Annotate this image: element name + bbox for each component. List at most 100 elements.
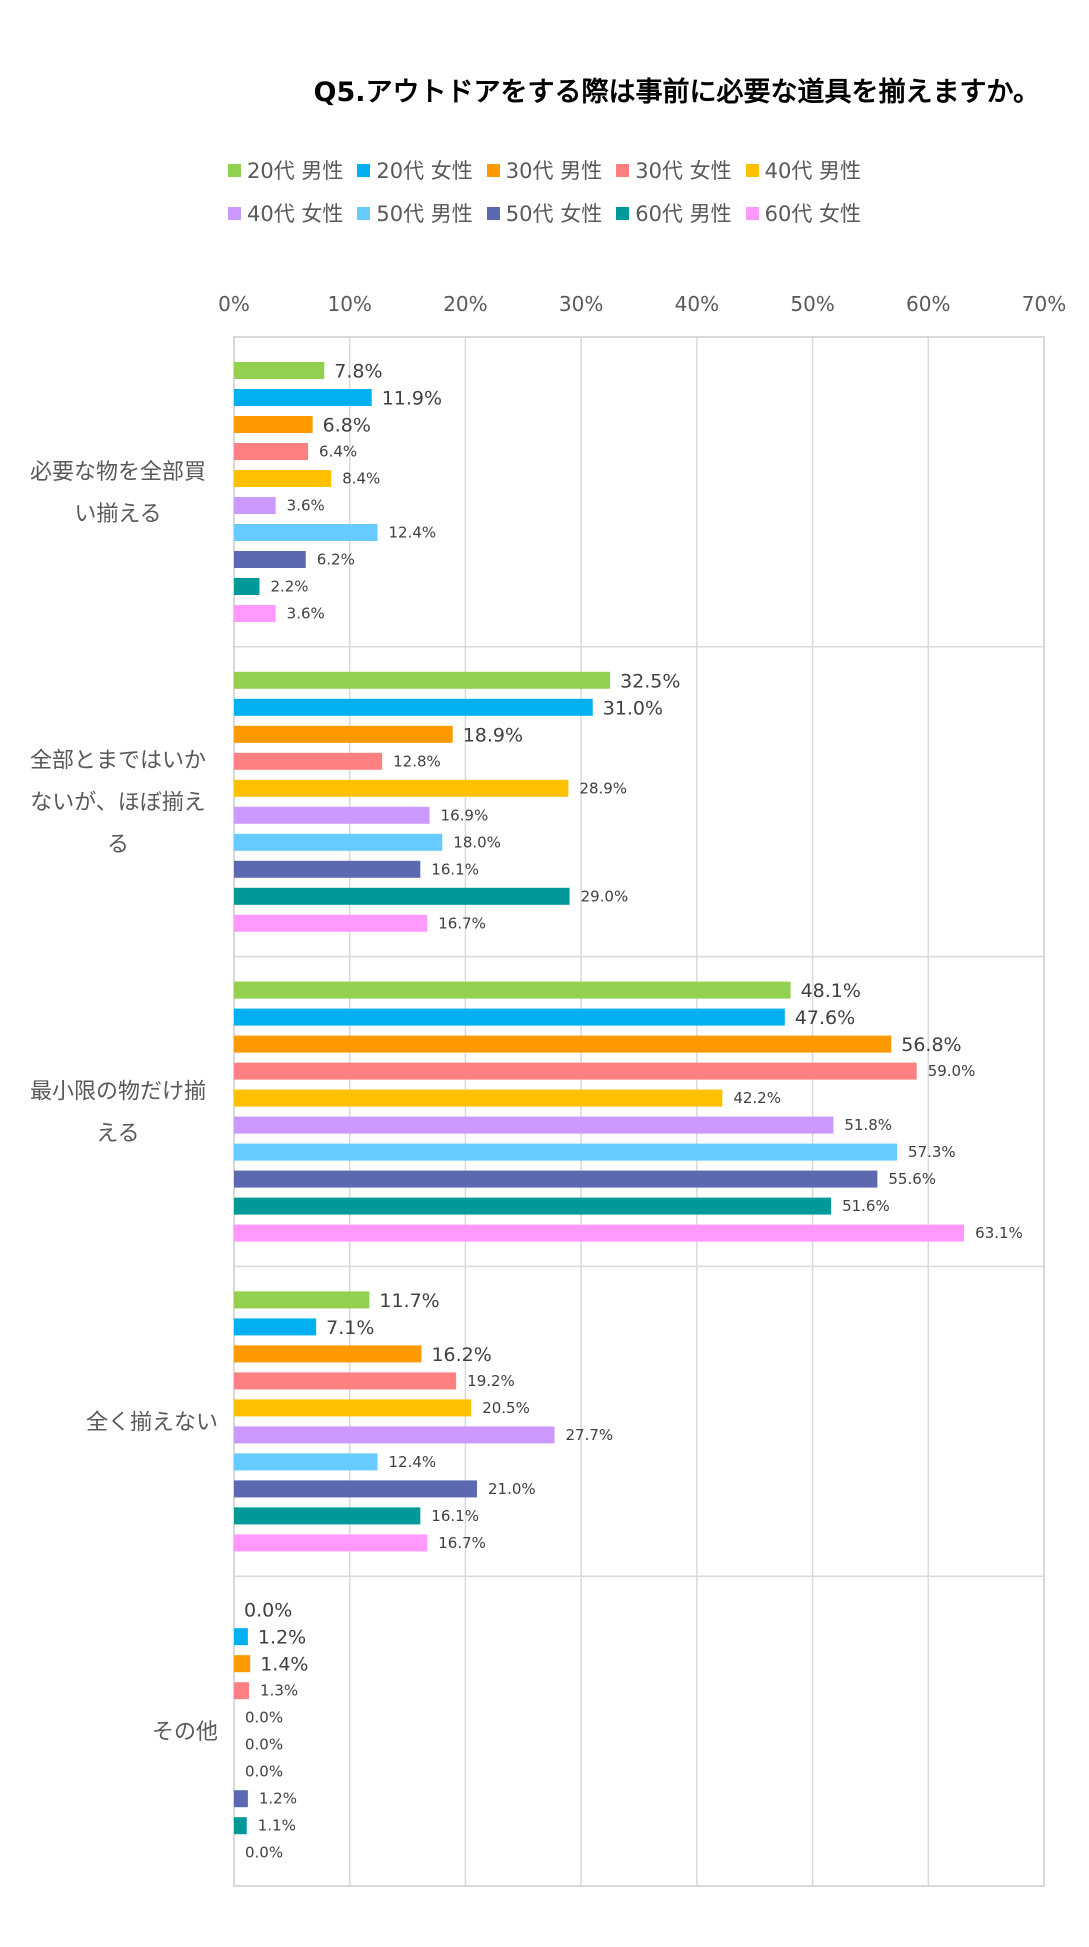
bar <box>234 1089 723 1107</box>
data-label: 0.0% <box>245 1763 283 1781</box>
bar <box>234 1197 832 1215</box>
legend-row-2: 40代 女性 50代 男性 50代 女性 60代 男性 60代 女性 <box>0 198 1089 228</box>
bar <box>234 981 791 999</box>
bar <box>234 1318 317 1336</box>
data-label: 12.4% <box>388 1453 436 1471</box>
data-label: 19.2% <box>467 1372 515 1390</box>
legend-item: 50代 女性 <box>486 198 603 228</box>
data-label: 20.5% <box>482 1399 530 1417</box>
data-label: 16.7% <box>438 914 486 932</box>
data-label: 1.3% <box>260 1682 298 1700</box>
legend-swatch <box>745 163 759 177</box>
data-label: 16.9% <box>441 806 489 824</box>
legend-swatch <box>745 206 759 220</box>
legend-item: 20代 女性 <box>357 155 473 185</box>
data-label: 42.2% <box>733 1089 781 1107</box>
category-label: 最小限の物だけ揃 <box>30 1080 206 1105</box>
bar <box>234 1170 878 1188</box>
chart-title: Q5.アウトドアをする際は事前に必要な道具を揃えますか。 <box>313 77 1040 108</box>
data-label: 16.1% <box>431 1507 479 1525</box>
bar <box>234 1507 421 1525</box>
category-label: ないが、ほぼ揃え <box>30 791 206 816</box>
bar <box>234 551 306 568</box>
x-tick-label: 60% <box>906 292 950 316</box>
bar <box>234 1682 250 1700</box>
data-label: 0.0% <box>245 1844 283 1862</box>
category-label: 全部とまではいか <box>30 749 206 774</box>
data-label: 0.0% <box>245 1736 283 1754</box>
data-label: 29.0% <box>581 887 629 905</box>
bar <box>234 1480 477 1498</box>
legend-item: 60代 女性 <box>745 198 862 228</box>
legend-swatch <box>486 163 500 177</box>
data-label: 3.6% <box>287 497 325 515</box>
category-label: い揃える <box>74 502 161 527</box>
x-tick-label: 20% <box>443 292 487 316</box>
bar <box>234 1628 248 1646</box>
data-label: 18.0% <box>453 833 501 851</box>
data-label: 51.8% <box>844 1116 892 1134</box>
legend-item: 50代 男性 <box>357 198 473 228</box>
legend-swatch <box>227 206 241 220</box>
x-tick-label: 50% <box>790 292 834 316</box>
legend-label: 40代 男性 <box>764 159 862 183</box>
bar <box>234 1008 785 1026</box>
bar <box>234 1224 965 1242</box>
data-label: 11.7% <box>379 1290 439 1312</box>
x-tick-label: 0% <box>218 292 250 316</box>
category-label: 全く揃えない <box>86 1410 218 1435</box>
legend-label: 20代 男性 <box>246 159 344 183</box>
bar <box>234 1345 422 1363</box>
data-label: 6.2% <box>317 551 355 569</box>
data-label: 56.8% <box>901 1034 961 1056</box>
legend-swatch <box>486 206 500 220</box>
data-label: 8.4% <box>342 470 380 488</box>
bar <box>234 1291 370 1309</box>
data-label: 48.1% <box>801 980 861 1002</box>
bar <box>234 806 430 824</box>
data-label: 51.6% <box>842 1197 890 1215</box>
bar <box>234 470 332 487</box>
bar <box>234 1655 251 1673</box>
bar <box>234 752 383 770</box>
data-label: 6.8% <box>323 415 371 437</box>
bar <box>234 779 569 797</box>
legend-label: 60代 男性 <box>635 202 732 226</box>
x-tick-label: 40% <box>675 292 719 316</box>
bar <box>234 833 443 851</box>
legend-item: 20代 男性 <box>227 155 344 185</box>
data-label: 1.4% <box>260 1654 308 1676</box>
bar <box>234 443 309 460</box>
bar <box>234 524 378 541</box>
bar <box>234 389 372 406</box>
bar <box>234 1372 457 1390</box>
data-label: 21.0% <box>488 1480 536 1498</box>
bar <box>234 1399 472 1417</box>
data-label: 1.2% <box>259 1790 297 1808</box>
data-label: 47.6% <box>795 1007 855 1029</box>
legend-label: 50代 女性 <box>505 202 603 226</box>
legend-label: 30代 男性 <box>505 159 603 183</box>
data-label: 11.9% <box>382 388 442 410</box>
bar <box>234 362 325 379</box>
bar <box>234 416 313 433</box>
data-label: 57.3% <box>908 1143 956 1161</box>
bar <box>234 605 276 622</box>
category-label: その他 <box>152 1720 218 1745</box>
legend-label: 40代 女性 <box>246 202 344 226</box>
legend-item: 60代 男性 <box>616 198 732 228</box>
data-label: 1.1% <box>258 1817 296 1835</box>
data-label: 7.1% <box>326 1317 374 1339</box>
legend-label: 60代 女性 <box>764 202 862 226</box>
legend-row-1: 20代 男性 20代 女性 30代 男性 30代 女性 40代 男性 <box>0 155 1089 185</box>
data-label: 31.0% <box>603 697 663 719</box>
category-label: 必要な物を全部買 <box>30 460 206 485</box>
plot-border <box>233 336 1045 1887</box>
data-label: 2.2% <box>270 578 308 596</box>
bar <box>234 1790 248 1808</box>
data-label: 3.6% <box>287 605 325 623</box>
legend-item: 40代 男性 <box>745 155 862 185</box>
data-label: 1.2% <box>258 1627 306 1649</box>
